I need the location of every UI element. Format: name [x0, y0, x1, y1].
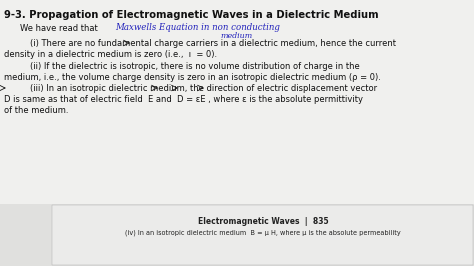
- Text: (i) There are no fundamental charge carriers in a dielectric medium, hence the c: (i) There are no fundamental charge carr…: [30, 39, 396, 48]
- Text: We have read that: We have read that: [20, 24, 98, 33]
- Text: (iv) In an isotropic dielectric medium  B = μ H, where μ is the absolute permeab: (iv) In an isotropic dielectric medium B…: [125, 230, 401, 236]
- Text: medium, i.e., the volume charge density is zero in an isotropic dielectric mediu: medium, i.e., the volume charge density …: [4, 73, 381, 82]
- Text: Maxwells Equation in non conducting: Maxwells Equation in non conducting: [115, 23, 280, 32]
- Text: medium: medium: [220, 32, 252, 40]
- Bar: [0, 204, 474, 266]
- Text: density in a dielectric medium is zero (i.e.,  ı  = 0).: density in a dielectric medium is zero (…: [4, 50, 217, 59]
- Text: D is same as that of electric field  E and  D = εE , where ε is the absolute per: D is same as that of electric field E an…: [4, 95, 363, 104]
- Text: 9-3. Propagation of Electromagnetic Waves in a Dielectric Medium: 9-3. Propagation of Electromagnetic Wave…: [4, 10, 379, 20]
- Text: (iii) In an isotropic dielectric medium, the direction of electric displacement : (iii) In an isotropic dielectric medium,…: [30, 84, 377, 93]
- Text: Electromagnetic Waves  |  835: Electromagnetic Waves | 835: [198, 217, 328, 226]
- Bar: [52, 205, 473, 265]
- Text: (ii) If the dielectric is isotropic, there is no volume distribution of charge i: (ii) If the dielectric is isotropic, the…: [30, 62, 360, 71]
- Text: of the medium.: of the medium.: [4, 106, 69, 115]
